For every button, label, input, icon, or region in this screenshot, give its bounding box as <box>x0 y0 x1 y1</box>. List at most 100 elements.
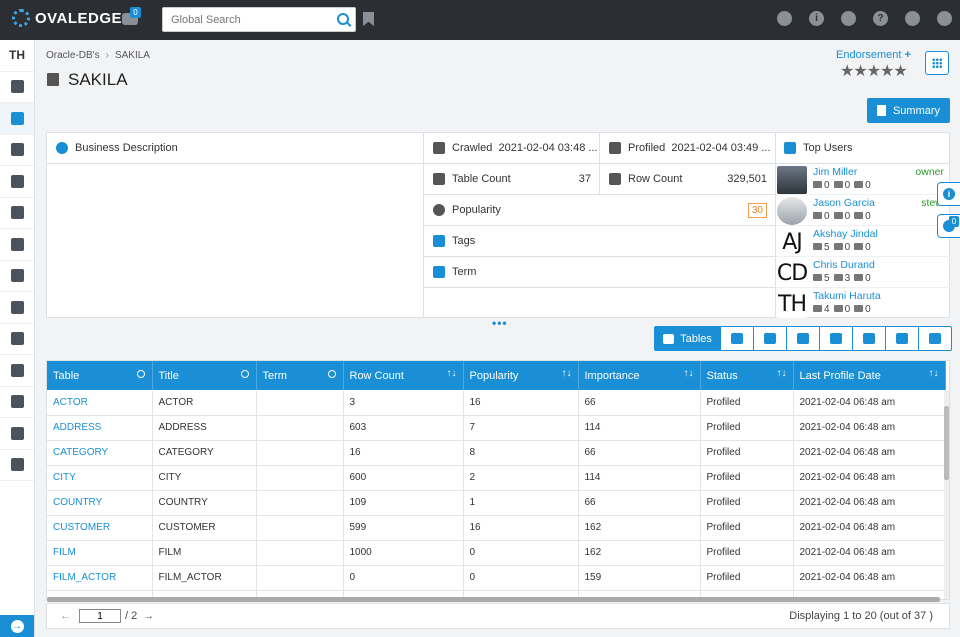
user-name[interactable]: Akshay Jindal <box>813 228 878 240</box>
user-name[interactable]: Jason Garcia <box>813 197 875 209</box>
bookmark-icon[interactable] <box>363 12 374 26</box>
column-header-popularity[interactable]: Popularity ↑↓ <box>463 361 579 390</box>
prev-page-button[interactable]: ← <box>60 610 71 622</box>
column-header-row-count[interactable]: Row Count ↑↓ <box>343 361 464 390</box>
apps-menu-button[interactable] <box>925 51 949 75</box>
sidebar-item-projects[interactable] <box>0 229 34 261</box>
expand-icon[interactable] <box>905 11 920 26</box>
horizontal-scrollbar[interactable] <box>47 597 940 602</box>
table-cell <box>256 390 344 416</box>
column-header-table[interactable]: Table <box>47 361 153 390</box>
sidebar-item-home[interactable] <box>0 72 34 103</box>
endorsement-link[interactable]: Endorsement + <box>836 49 911 61</box>
table-row[interactable]: CITY CITY 600 2 114 Profiled 2021-02-04 06:48 … <box>47 465 946 491</box>
tab-notes[interactable] <box>886 326 919 351</box>
table-row[interactable]: FILM_ACTOR FILM_ACTOR 0 0 159 Profiled 2021-02… <box>47 565 946 591</box>
sidebar-item-jobs[interactable] <box>0 387 34 418</box>
table-cell: Profiled <box>700 440 794 466</box>
global-search-input[interactable] <box>163 8 323 31</box>
sort-icon[interactable]: ↑↓ <box>561 368 572 379</box>
column-header-importance[interactable]: Importance ↑↓ <box>578 361 701 390</box>
table-cell[interactable]: ACTOR <box>47 390 153 416</box>
column-label: Table <box>53 369 80 382</box>
tab-tables[interactable]: Tables <box>654 326 721 351</box>
table-cell[interactable] <box>47 590 153 599</box>
sidebar-item-dashboard[interactable] <box>0 198 34 229</box>
sidebar-item-admin[interactable] <box>0 450 34 481</box>
sidebar-item-data-stories[interactable] <box>0 166 34 198</box>
user-views: 4 <box>824 304 830 315</box>
table-cell[interactable]: ADDRESS <box>47 415 153 441</box>
sidebar-item-data-catalog[interactable] <box>0 103 34 135</box>
sort-icon[interactable]: ↑↓ <box>928 368 939 379</box>
table-cell[interactable]: FILM <box>47 540 153 566</box>
table-cell[interactable]: COUNTRY <box>47 490 153 516</box>
tab-views[interactable] <box>721 326 754 351</box>
table-cell[interactable]: CITY <box>47 465 153 491</box>
table-cell: 1000 <box>343 540 464 566</box>
column-header-title[interactable]: Title <box>152 361 257 390</box>
popularity-label: Popularity <box>452 204 501 216</box>
vertical-scrollbar[interactable] <box>944 391 949 599</box>
table-row[interactable]: ADDRESS ADDRESS 603 7 114 Profiled 2021-02-04 … <box>47 415 946 441</box>
table-cell: 162 <box>578 515 701 541</box>
chrome-extension-icon[interactable] <box>841 11 856 26</box>
info-side-tab[interactable]: i <box>937 182 960 206</box>
sidebar-item-tenant[interactable]: TH <box>0 40 34 72</box>
column-header-status[interactable]: Status ↑↓ <box>700 361 794 390</box>
sort-icon[interactable]: ↑↓ <box>683 368 694 379</box>
sidebar-item-governance[interactable] <box>0 261 34 292</box>
page-input[interactable] <box>79 609 121 623</box>
tags-cell[interactable]: Tags <box>424 226 775 257</box>
sidebar-item-tables[interactable] <box>0 355 34 387</box>
help-icon[interactable]: ? <box>873 11 888 26</box>
search-icon[interactable] <box>240 370 249 378</box>
sort-icon[interactable]: ↑↓ <box>446 368 457 379</box>
next-page-button[interactable]: → <box>143 610 155 622</box>
sidebar-item-access[interactable] <box>0 292 34 324</box>
table-row[interactable]: FILM FILM 1000 0 162 Profiled 2021-02-04 06:48… <box>47 540 946 566</box>
user-name[interactable]: Takumi Haruta <box>813 290 881 302</box>
table-row[interactable]: COUNTRY COUNTRY 109 1 66 Profiled 2021-02-04 0… <box>47 490 946 516</box>
info-icon[interactable]: i <box>809 11 824 26</box>
business-description-body[interactable] <box>47 164 424 318</box>
tab-settings[interactable] <box>853 326 886 351</box>
table-cell: 114 <box>578 415 701 441</box>
user-name[interactable]: Chris Durand <box>813 259 875 271</box>
sort-icon[interactable]: ↑↓ <box>776 368 787 379</box>
expand-panel-handle[interactable]: ••• <box>492 316 508 330</box>
rating-stars[interactable]: ★★★★★ <box>840 63 908 80</box>
table-cell <box>256 590 344 599</box>
scroll-thumb[interactable] <box>944 406 949 480</box>
table-row[interactable]: ACTOR ACTOR 3 16 66 Profiled 2021-02-04 06:48 … <box>47 390 946 416</box>
user-name[interactable]: Jim Miller <box>813 166 858 178</box>
table-cell: 114 <box>578 465 701 491</box>
tab-tools[interactable] <box>820 326 853 351</box>
table-row[interactable]: CUSTOMER CUSTOMER 599 16 162 Profiled 2021-02-… <box>47 515 946 541</box>
table-row[interactable]: CATEGORY CATEGORY 16 8 66 Profiled 2021-02-04 … <box>47 440 946 466</box>
avatar: CD <box>777 259 807 287</box>
summary-button[interactable]: Summary <box>867 98 950 123</box>
tab-external-link[interactable] <box>919 326 952 351</box>
search-icon[interactable] <box>337 13 349 25</box>
column-header-last-profile-date[interactable]: Last Profile Date ↑↓ <box>793 361 946 390</box>
table-cell <box>343 590 464 599</box>
breadcrumb-parent[interactable]: Oracle-DB's <box>46 50 100 61</box>
tab-preview[interactable] <box>787 326 820 351</box>
term-cell[interactable]: Term <box>424 257 775 288</box>
headset-icon[interactable] <box>777 11 792 26</box>
table-cell[interactable]: CUSTOMER <box>47 515 153 541</box>
app-logo[interactable]: OVALEDGE <box>12 9 122 27</box>
tab-procedures[interactable] <box>754 326 787 351</box>
sidebar-item-tools[interactable] <box>0 418 34 450</box>
sidebar-item-business-glossary[interactable] <box>0 135 34 166</box>
search-icon[interactable] <box>327 370 336 378</box>
sidebar-item-files[interactable] <box>0 324 34 355</box>
table-cell[interactable]: CATEGORY <box>47 440 153 466</box>
table-cell[interactable]: FILM_ACTOR <box>47 565 153 591</box>
sidebar-expand-button[interactable]: → <box>0 615 34 637</box>
table-cell <box>256 515 344 541</box>
search-icon[interactable] <box>136 370 145 378</box>
column-header-term[interactable]: Term <box>256 361 344 390</box>
logout-icon[interactable] <box>937 11 952 26</box>
